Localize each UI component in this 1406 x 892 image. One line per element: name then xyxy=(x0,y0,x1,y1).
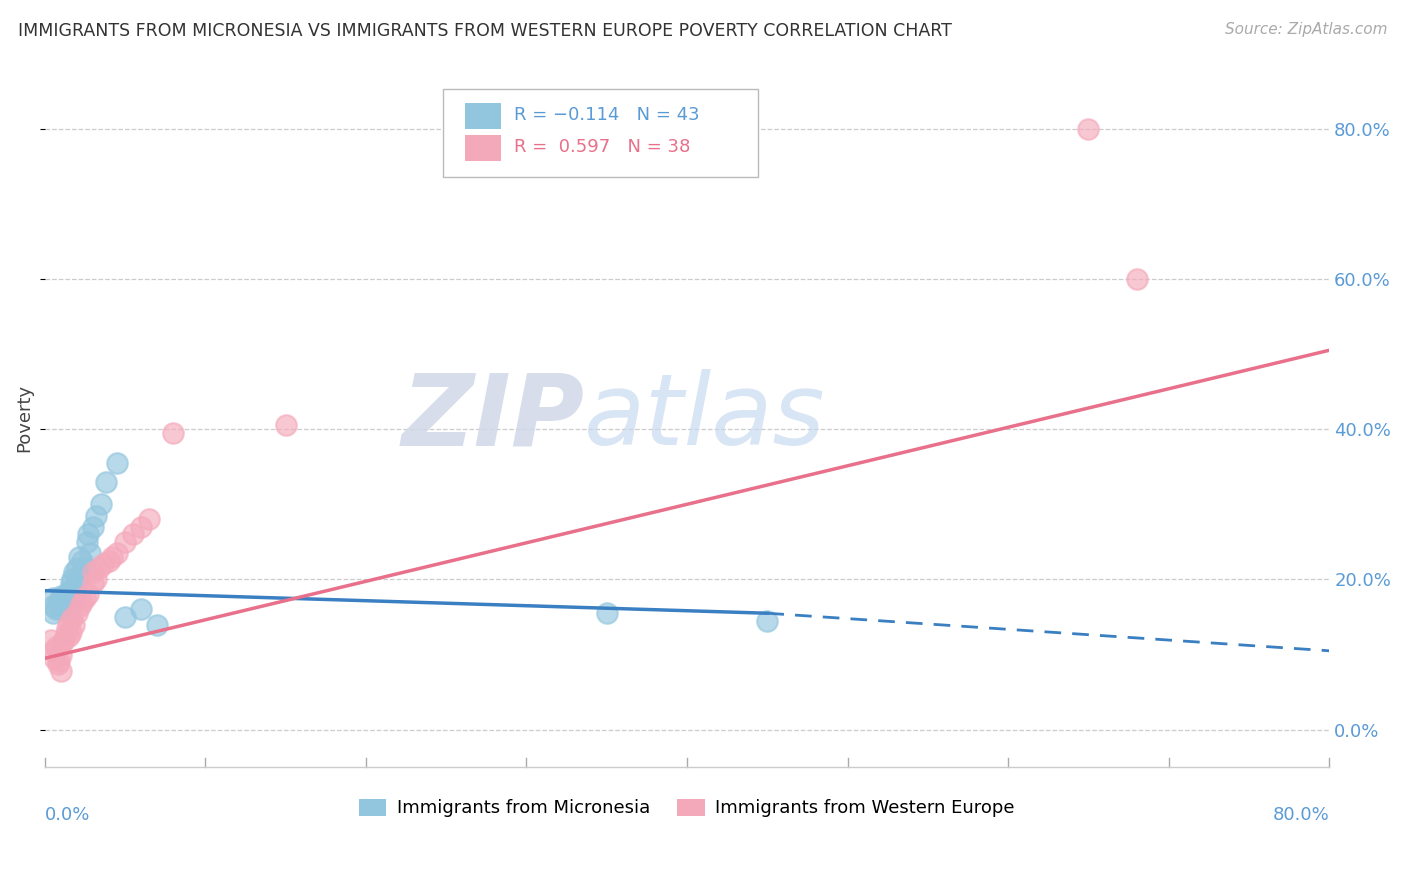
Point xyxy=(53,593,76,607)
Point xyxy=(73,591,96,606)
Point xyxy=(42,606,65,620)
FancyBboxPatch shape xyxy=(443,89,758,177)
Point xyxy=(122,527,145,541)
Point xyxy=(70,554,93,568)
Point xyxy=(60,573,83,587)
Point xyxy=(48,654,70,668)
Point xyxy=(76,534,98,549)
Point xyxy=(69,568,91,582)
Text: Source: ZipAtlas.com: Source: ZipAtlas.com xyxy=(1225,22,1388,37)
Text: atlas: atlas xyxy=(585,369,825,467)
Point xyxy=(77,527,100,541)
Text: R = −0.114   N = 43: R = −0.114 N = 43 xyxy=(513,106,699,124)
Point xyxy=(45,640,67,654)
Point xyxy=(129,602,152,616)
Point xyxy=(58,615,80,630)
Point xyxy=(42,591,65,606)
Point xyxy=(756,614,779,628)
Point xyxy=(60,611,83,625)
Point xyxy=(138,512,160,526)
Point xyxy=(42,599,65,613)
Point xyxy=(91,558,114,572)
Point xyxy=(58,595,80,609)
Text: R =  0.597   N = 38: R = 0.597 N = 38 xyxy=(513,137,690,156)
Point xyxy=(49,664,72,678)
Point xyxy=(51,636,73,650)
Point xyxy=(77,587,100,601)
Point xyxy=(49,599,72,613)
Point xyxy=(49,591,72,606)
Point xyxy=(84,573,107,587)
Point xyxy=(129,520,152,534)
Bar xyxy=(465,135,501,161)
Text: 0.0%: 0.0% xyxy=(45,805,90,823)
Text: IMMIGRANTS FROM MICRONESIA VS IMMIGRANTS FROM WESTERN EUROPE POVERTY CORRELATION: IMMIGRANTS FROM MICRONESIA VS IMMIGRANTS… xyxy=(18,22,952,40)
Point xyxy=(67,549,90,564)
Point xyxy=(82,565,104,579)
Point xyxy=(1125,272,1147,286)
Point xyxy=(69,599,91,613)
Y-axis label: Poverty: Poverty xyxy=(15,384,32,452)
Point xyxy=(46,595,69,609)
Point xyxy=(55,591,77,606)
Point xyxy=(90,497,112,511)
Point xyxy=(53,632,76,647)
Legend: Immigrants from Micronesia, Immigrants from Western Europe: Immigrants from Micronesia, Immigrants f… xyxy=(352,791,1022,824)
Point xyxy=(70,595,93,609)
Point xyxy=(105,456,128,470)
Point xyxy=(82,520,104,534)
Point xyxy=(84,508,107,523)
Point xyxy=(105,546,128,560)
Point xyxy=(62,617,84,632)
Point xyxy=(82,576,104,591)
Point xyxy=(56,587,79,601)
Point xyxy=(94,475,117,489)
Point xyxy=(58,589,80,603)
Point xyxy=(46,657,69,671)
Point xyxy=(59,576,82,591)
Point xyxy=(73,561,96,575)
Point xyxy=(98,554,121,568)
Point xyxy=(58,583,80,598)
Point xyxy=(146,617,169,632)
Point xyxy=(55,597,77,611)
Point xyxy=(79,546,101,560)
Point xyxy=(49,648,72,662)
Point xyxy=(49,602,72,616)
Point xyxy=(44,651,66,665)
Point xyxy=(55,626,77,640)
Point xyxy=(42,644,65,658)
Point xyxy=(49,589,72,603)
Bar xyxy=(465,103,501,129)
Point xyxy=(89,561,111,575)
Point xyxy=(58,601,80,615)
Point xyxy=(56,621,79,635)
Point xyxy=(1077,121,1099,136)
Point xyxy=(45,602,67,616)
Point xyxy=(39,632,62,647)
Point xyxy=(66,606,89,620)
Point xyxy=(66,561,89,575)
Point xyxy=(62,583,84,598)
Point xyxy=(596,606,619,620)
Point xyxy=(65,589,87,603)
Text: 80.0%: 80.0% xyxy=(1272,805,1329,823)
Point xyxy=(59,625,82,640)
Point xyxy=(114,610,136,624)
Point xyxy=(59,585,82,599)
Point xyxy=(162,425,184,440)
Text: ZIP: ZIP xyxy=(401,369,585,467)
Point xyxy=(114,534,136,549)
Point xyxy=(274,418,297,433)
Point xyxy=(58,629,80,643)
Point xyxy=(66,576,89,591)
Point xyxy=(101,549,124,564)
Point xyxy=(62,565,84,579)
Point xyxy=(53,599,76,613)
